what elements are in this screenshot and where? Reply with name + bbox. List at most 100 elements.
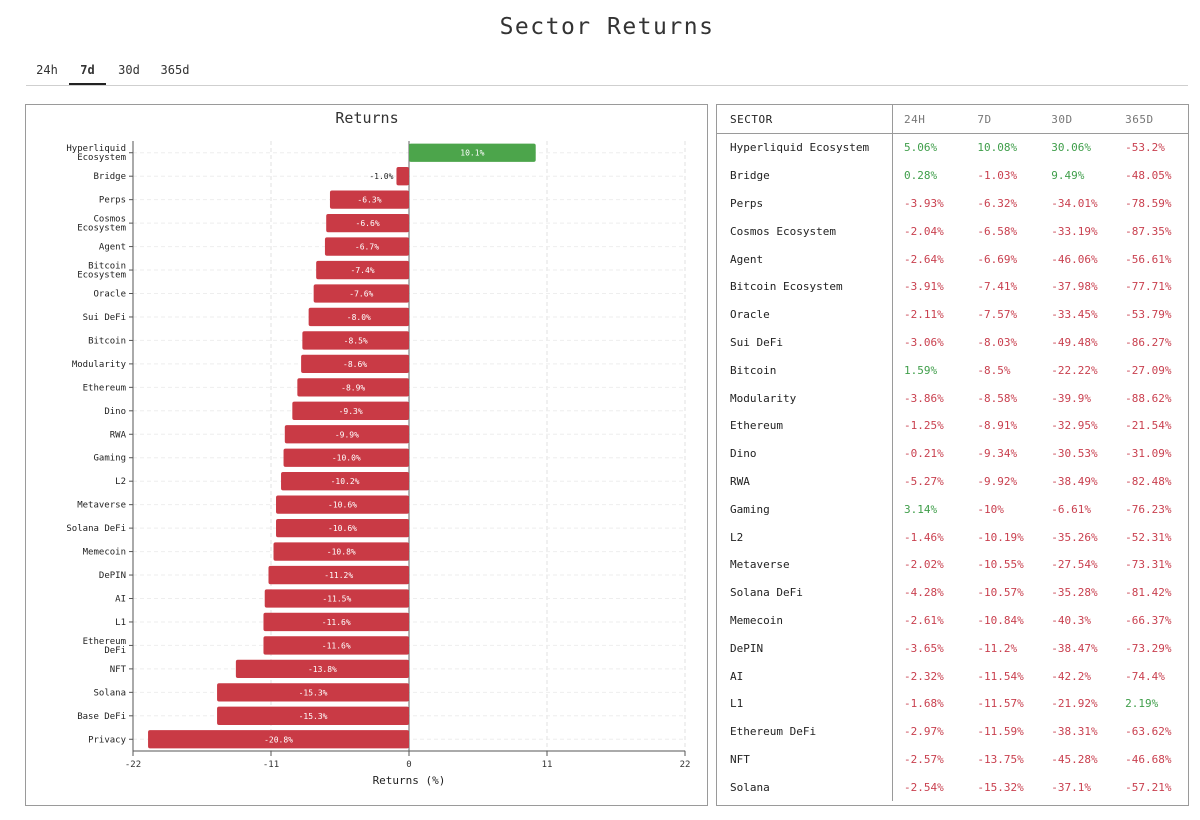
timeframe-tabs: 24h 7d 30d 365d <box>26 60 1188 86</box>
return-value-cell: -57.21% <box>1125 780 1172 794</box>
bar <box>276 495 409 514</box>
header-7d[interactable]: 7D <box>966 105 1041 134</box>
y-category-label: Metaverse <box>77 501 126 511</box>
return-value-cell: -38.47% <box>1051 641 1098 655</box>
y-category-label: Bitcoin Ecosystem <box>77 262 126 281</box>
bar <box>324 237 409 256</box>
sector-name-cell: Cosmos Ecosystem <box>717 217 893 246</box>
bar <box>302 331 409 350</box>
tab-30d[interactable]: 30d <box>118 63 140 77</box>
table-row: AI -2.32% -11.54% -42.2% -74.4% <box>717 662 1188 690</box>
sector-name-cell: Perps <box>717 189 893 218</box>
return-value-cell: -1.46% <box>904 530 944 544</box>
table-row: Ethereum DeFi -2.97% -11.59% -38.31% -63.62% <box>717 717 1188 746</box>
sector-name-cell: Solana DeFi <box>717 578 893 607</box>
y-category-label: RWA <box>110 430 127 440</box>
bar <box>263 636 409 655</box>
return-value-cell: -8.58% <box>977 391 1018 405</box>
table-row: Ethereum -1.25% -8.91% -32.95% -21.54% <box>717 411 1188 440</box>
header-30d[interactable]: 30D <box>1040 105 1115 134</box>
sector-name-cell: Memecoin <box>717 606 893 635</box>
sector-name-cell: L1 <box>717 689 893 718</box>
return-value-cell: -82.48% <box>1125 474 1172 488</box>
return-value-cell: -31.09% <box>1125 447 1172 461</box>
header-24h[interactable]: 24H <box>892 105 967 134</box>
return-value-cell: -10.19% <box>977 530 1024 544</box>
bar <box>396 167 409 186</box>
table-row: Agent -2.64% -6.69% -46.06% -56.61% <box>717 245 1188 273</box>
return-value-cell: -6.58% <box>977 224 1018 238</box>
return-value-cell: -2.64% <box>904 252 944 266</box>
return-value-cell: -32.95% <box>1051 419 1098 433</box>
table-row: RWA -5.27% -9.92% -38.49% -82.48% <box>717 467 1188 496</box>
bar-data-label: -8.6% <box>343 360 367 369</box>
bar <box>283 448 409 467</box>
bar <box>326 213 409 233</box>
return-value-cell: -73.29% <box>1125 641 1172 655</box>
return-value-cell: -53.79% <box>1125 308 1172 322</box>
return-value-cell: -1.03% <box>977 169 1018 183</box>
return-value-cell: -1.68% <box>904 697 944 711</box>
y-category-label: Base DeFi <box>77 712 126 722</box>
sector-name-cell: Metaverse <box>717 550 893 579</box>
return-value-cell: -3.65% <box>904 641 944 655</box>
bar <box>329 190 409 209</box>
bar-data-label: -7.6% <box>349 290 373 299</box>
header-365d[interactable]: 365D <box>1114 105 1188 134</box>
return-value-cell: -63.62% <box>1125 725 1172 739</box>
y-category-label: Sui DeFi <box>83 313 126 323</box>
header-sector[interactable]: SECTOR <box>717 105 893 134</box>
table-row: DePIN -3.65% -11.2% -38.47% -73.29% <box>717 634 1188 663</box>
returns-bar-chart: Returns -22 -11 0 11 22 Hyperliquid Ecosystem Br… <box>66 109 691 787</box>
return-value-cell: -66.37% <box>1125 613 1172 627</box>
return-value-cell: -21.92% <box>1051 697 1098 711</box>
bar-data-label: -10.2% <box>331 477 360 486</box>
return-value-cell: -3.91% <box>904 280 944 294</box>
tab-24h[interactable]: 24h <box>36 63 58 77</box>
return-value-cell: -48.05% <box>1125 169 1172 183</box>
sector-name-cell: AI <box>717 662 893 690</box>
tab-365d[interactable]: 365d <box>160 63 190 77</box>
return-value-cell: -73.31% <box>1125 558 1172 572</box>
bar-data-label: -8.9% <box>341 383 365 392</box>
bar-data-label: -10.8% <box>327 548 356 557</box>
x-tick-label: -22 <box>125 760 141 770</box>
bar-data-label: -8.0% <box>347 313 371 322</box>
return-value-cell: -87.35% <box>1125 224 1172 238</box>
y-category-label: Perps <box>99 196 126 206</box>
y-category-label: Agent <box>99 243 126 253</box>
return-value-cell: -2.57% <box>904 752 944 766</box>
bar-data-label: 10.1% <box>460 149 484 158</box>
sector-name-cell: Dino <box>717 439 893 468</box>
return-value-cell: -6.61% <box>1051 502 1091 516</box>
x-tick-label: 22 <box>680 760 691 770</box>
bar <box>292 401 409 420</box>
table-row: L2 -1.46% -10.19% -35.26% -52.31% <box>717 523 1188 551</box>
return-value-cell: -21.54% <box>1125 419 1172 433</box>
bar-data-label: -15.3% <box>299 712 328 721</box>
table-row: Perps -3.93% -6.32% -34.01% -78.59% <box>717 189 1188 218</box>
bar <box>273 542 409 561</box>
tab-7d[interactable]: 7d <box>69 63 106 85</box>
return-value-cell: -11.57% <box>977 697 1024 711</box>
y-category-label: Bitcoin <box>88 336 126 346</box>
y-category-label: Solana DeFi <box>66 524 126 534</box>
return-value-cell: -45.28% <box>1051 752 1098 766</box>
return-value-cell: -77.71% <box>1125 280 1172 294</box>
table-row: Solana -2.54% -15.32% -37.1% -57.21% <box>717 773 1188 802</box>
return-value-cell: -10.57% <box>977 586 1024 600</box>
return-value-cell: -22.22% <box>1051 363 1098 377</box>
return-value-cell: -11.59% <box>977 725 1024 739</box>
table-row: Dino -0.21% -9.34% -30.53% -31.09% <box>717 439 1188 468</box>
chart-title: Returns <box>335 109 398 127</box>
bar-data-label: -13.8% <box>308 665 337 674</box>
return-value-cell: -5.27% <box>904 474 944 488</box>
bar-data-label: -11.6% <box>322 641 351 650</box>
bar-data-label: -11.5% <box>322 595 351 604</box>
return-value-cell: -49.48% <box>1051 335 1098 349</box>
return-value-cell: -8.91% <box>977 419 1018 433</box>
x-tick-label: 0 <box>406 760 411 770</box>
y-category-label: Dino <box>104 407 126 417</box>
return-value-cell: -10.55% <box>977 558 1024 572</box>
bar <box>148 730 409 749</box>
